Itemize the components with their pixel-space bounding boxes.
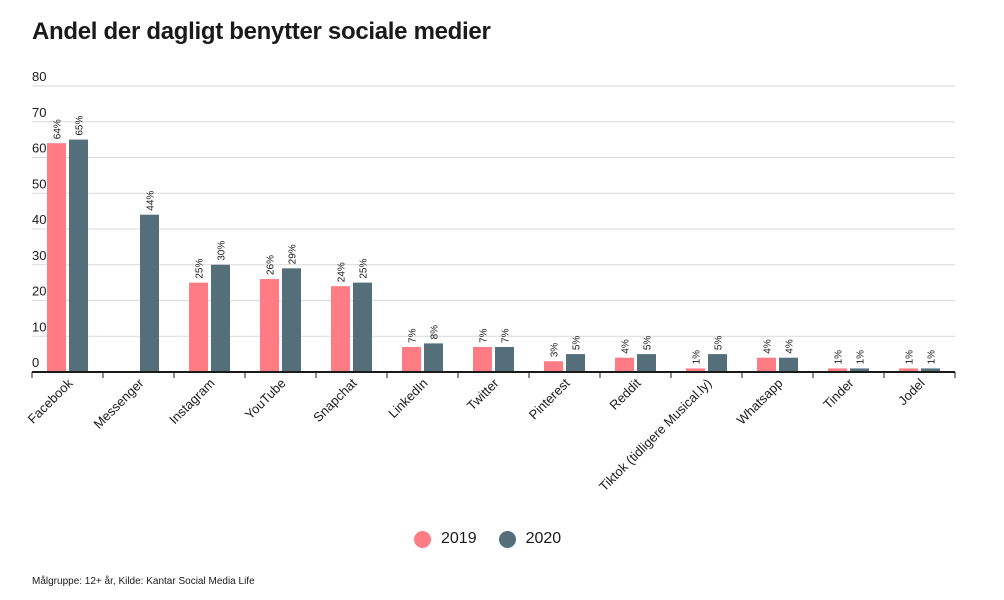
data-label: 4% bbox=[763, 339, 774, 354]
bar-2019 bbox=[828, 368, 847, 372]
bar-2019 bbox=[189, 282, 208, 372]
bar-2019 bbox=[544, 361, 563, 372]
data-label: 1% bbox=[692, 350, 703, 365]
data-label: 7% bbox=[408, 328, 419, 343]
bar-2020 bbox=[779, 357, 798, 372]
bar-2019 bbox=[402, 346, 421, 372]
y-tick-label: 60 bbox=[32, 141, 46, 156]
bar-2020 bbox=[140, 214, 159, 372]
bar-2019 bbox=[757, 357, 776, 372]
chart-title: Andel der dagligt benytter sociale medie… bbox=[32, 18, 491, 45]
data-label: 24% bbox=[337, 262, 348, 282]
x-tick-label: Twitter bbox=[464, 375, 502, 413]
x-tick-label: Whatsapp bbox=[734, 376, 786, 428]
bar-2019 bbox=[615, 357, 634, 372]
y-tick-label: 80 bbox=[32, 69, 46, 84]
bar-2020 bbox=[211, 264, 230, 372]
data-label: 26% bbox=[266, 255, 277, 275]
data-label: 44% bbox=[146, 191, 157, 211]
data-label: 5% bbox=[714, 336, 725, 351]
data-label: 25% bbox=[195, 259, 206, 279]
x-tick-label: Pinterest bbox=[526, 375, 573, 422]
bar-2020 bbox=[495, 346, 514, 372]
bar-2019 bbox=[686, 368, 705, 372]
data-label: 7% bbox=[501, 328, 512, 343]
y-tick-label: 0 bbox=[32, 355, 39, 370]
y-tick-label: 70 bbox=[32, 105, 46, 120]
bar-2020 bbox=[353, 282, 372, 372]
bar-2020 bbox=[69, 139, 88, 372]
x-tick-label: Reddit bbox=[606, 375, 643, 412]
data-label: 5% bbox=[572, 336, 583, 351]
bar-2019 bbox=[260, 279, 279, 372]
data-label: 64% bbox=[53, 119, 64, 139]
bar-2020 bbox=[282, 268, 301, 372]
y-tick-label: 50 bbox=[32, 176, 46, 191]
x-tick-label: LinkedIn bbox=[385, 376, 430, 421]
source-note: Målgruppe: 12+ år, Kilde: Kantar Social … bbox=[32, 576, 255, 587]
bar-2020 bbox=[921, 368, 940, 372]
x-tick-label: Messenger bbox=[91, 375, 148, 432]
legend-item-2019: 2019 bbox=[414, 530, 477, 548]
legend-label-2020: 2020 bbox=[525, 530, 562, 547]
y-tick-label: 40 bbox=[32, 212, 46, 227]
legend-swatch-2019 bbox=[414, 530, 431, 548]
data-label: 1% bbox=[927, 350, 938, 365]
data-label: 29% bbox=[288, 244, 299, 264]
data-label: 65% bbox=[75, 116, 86, 136]
data-label: 4% bbox=[785, 339, 796, 354]
x-tick-label: Jodel bbox=[895, 375, 928, 408]
x-tick-label: Facebook bbox=[25, 375, 76, 426]
legend-item-2020: 2020 bbox=[498, 530, 562, 548]
data-label: 25% bbox=[359, 259, 370, 279]
legend-label-2019: 2019 bbox=[441, 530, 477, 547]
x-tick-label: YouTube bbox=[242, 376, 289, 423]
legend-swatch-2020 bbox=[498, 530, 516, 548]
data-label: 1% bbox=[856, 350, 867, 365]
x-tick-label: Snapchat bbox=[310, 375, 360, 425]
y-tick-label: 30 bbox=[32, 248, 46, 263]
data-label: 7% bbox=[479, 328, 490, 343]
data-label: 3% bbox=[550, 343, 561, 358]
x-tick-label: Tinder bbox=[820, 375, 857, 412]
x-tick-label: Instagram bbox=[166, 376, 217, 427]
bar-2020 bbox=[708, 354, 727, 372]
legend: 2019 2020 bbox=[414, 530, 583, 548]
data-label: 5% bbox=[643, 336, 654, 351]
data-label: 4% bbox=[621, 339, 632, 354]
bar-2019 bbox=[899, 368, 918, 372]
bar-2020 bbox=[850, 368, 869, 372]
bar-2020 bbox=[566, 354, 585, 372]
data-label: 1% bbox=[905, 350, 916, 365]
bar-2020 bbox=[637, 354, 656, 372]
y-tick-label: 10 bbox=[32, 319, 46, 334]
data-label: 8% bbox=[430, 325, 441, 340]
bar-2020 bbox=[424, 343, 443, 372]
bar-2019 bbox=[47, 143, 66, 372]
bar-2019 bbox=[331, 286, 350, 372]
data-label: 1% bbox=[834, 350, 845, 365]
data-label: 30% bbox=[217, 241, 228, 261]
y-tick-label: 20 bbox=[32, 284, 46, 299]
bar-2019 bbox=[473, 346, 492, 372]
